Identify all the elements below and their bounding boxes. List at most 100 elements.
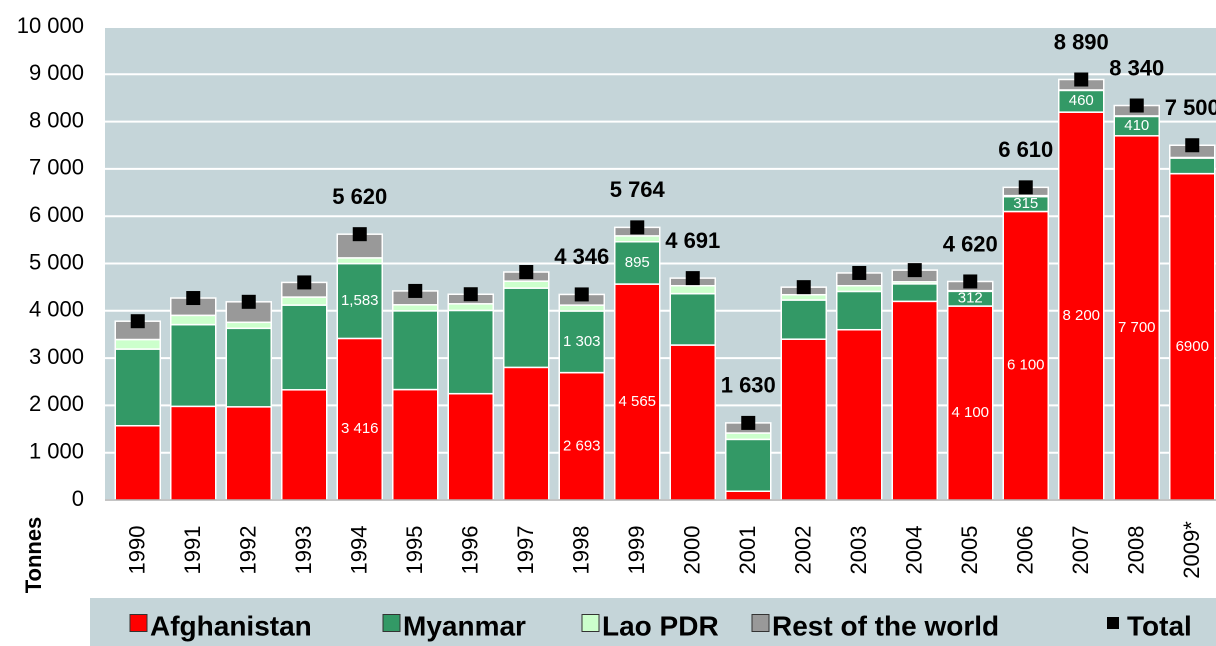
x-tick-label: 1995 (402, 526, 427, 575)
y-axis-label: Tonnes (21, 517, 46, 594)
x-tick-label: 2007 (1068, 526, 1093, 575)
x-tick-label: 2002 (791, 526, 816, 575)
bar-segment (1169, 172, 1216, 501)
total-label: 1 630 (721, 373, 776, 398)
data-label: 4 565 (618, 393, 656, 410)
bar-segment (447, 309, 494, 395)
bar-segment (447, 303, 494, 312)
bar-segment (336, 257, 383, 265)
bar-segment (281, 389, 328, 501)
legend-swatch (382, 614, 401, 632)
x-tick-label: 1992 (236, 526, 261, 575)
total-marker (463, 287, 478, 302)
total-marker (630, 220, 645, 235)
data-label: 7 700 (1118, 319, 1156, 336)
total-marker (1074, 72, 1089, 87)
total-marker (1018, 180, 1033, 195)
y-tick-label: 6 000 (29, 202, 84, 227)
data-label: 460 (1069, 92, 1094, 109)
data-label: 315 (1013, 195, 1038, 212)
x-tick-label: 1991 (180, 526, 205, 575)
total-marker (241, 294, 256, 309)
x-tick-label: 1990 (125, 526, 150, 575)
legend-label: Total (1127, 610, 1192, 641)
y-tick-label: 9 000 (29, 60, 84, 85)
total-marker (852, 265, 867, 280)
y-tick-label: 0 (72, 486, 84, 511)
bar-segment (225, 321, 272, 330)
bar-segment (947, 305, 994, 501)
bar-segment (780, 338, 827, 501)
bar-segment (558, 304, 605, 312)
bar-segment (558, 371, 605, 501)
x-tick-label: 2004 (902, 526, 927, 575)
data-label: 6 100 (1007, 357, 1045, 374)
total-marker (352, 227, 367, 242)
bar-segment (558, 310, 605, 374)
data-label: 2 693 (563, 437, 601, 454)
total-marker (907, 263, 922, 278)
bar-segment (336, 262, 383, 340)
data-label: 1 303 (563, 333, 601, 350)
x-tick-label: 1998 (569, 526, 594, 575)
total-label: 8 890 (1054, 29, 1109, 54)
bar-segment (614, 240, 661, 285)
bar-segment (836, 328, 883, 501)
legend-label: Afghanistan (150, 610, 312, 641)
x-tick-label: 2008 (1124, 526, 1149, 575)
total-label: 4 346 (554, 244, 609, 269)
total-label: 4 620 (943, 231, 998, 256)
bar-segment (170, 314, 217, 326)
legend-swatch (1107, 617, 1119, 629)
x-tick-label: 2000 (680, 526, 705, 575)
y-tick-label: 7 000 (29, 155, 84, 180)
bar-segment (891, 300, 938, 501)
data-label: 3 416 (341, 420, 379, 437)
bar-segment (780, 299, 827, 340)
bar-segment (114, 348, 161, 427)
data-label: 895 (625, 254, 650, 271)
bar-segment (725, 490, 772, 501)
total-label: 4 691 (665, 228, 720, 253)
total-label: 8 340 (1109, 55, 1164, 80)
total-marker (1129, 98, 1144, 113)
x-tick-label: 2005 (957, 526, 982, 575)
bar-segment (669, 344, 716, 501)
y-tick-label: 10 000 (17, 13, 84, 38)
data-label: 1,583 (341, 292, 379, 309)
y-tick-label: 4 000 (29, 297, 84, 322)
bar-segment (725, 432, 772, 441)
data-label: 4 100 (951, 404, 989, 421)
data-label: 8 200 (1062, 307, 1100, 324)
total-marker (186, 291, 201, 306)
legend-swatch (581, 614, 600, 632)
bar-segment (170, 405, 217, 501)
y-tick-label: 3 000 (29, 344, 84, 369)
legend-background (90, 598, 1216, 646)
bar-segment (503, 280, 550, 289)
bar-segment (392, 304, 439, 312)
legend-label: Myanmar (403, 610, 526, 641)
y-tick-label: 8 000 (29, 107, 84, 132)
legend-label: Rest of the world (772, 610, 999, 641)
total-marker (408, 283, 423, 298)
data-label: 410 (1124, 117, 1149, 134)
bar-segment (1169, 157, 1216, 175)
x-tick-label: 2001 (735, 526, 760, 575)
legend-swatch (751, 614, 770, 632)
bar-segment (503, 366, 550, 501)
bar-segment (669, 292, 716, 346)
bar-segment (336, 337, 383, 501)
legend-swatch (129, 614, 148, 632)
bar-segment (281, 296, 328, 306)
legend-label: Lao PDR (602, 610, 719, 641)
bar-segment (170, 323, 217, 408)
bar-segment (225, 406, 272, 501)
x-tick-label: 1993 (291, 526, 316, 575)
total-label: 5 764 (610, 177, 666, 202)
bar-segment (225, 327, 272, 408)
bar-segment (836, 290, 883, 331)
bar-segment (780, 293, 827, 301)
bar-segment (725, 438, 772, 492)
